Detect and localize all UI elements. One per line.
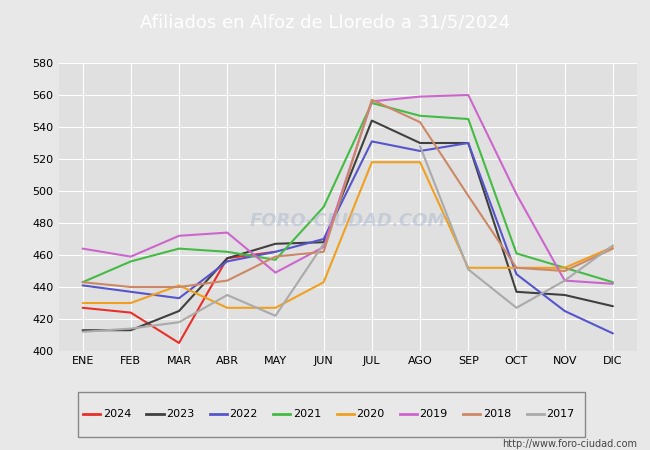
Text: 2024: 2024 (103, 409, 131, 419)
Text: 2017: 2017 (547, 409, 575, 419)
Text: 2023: 2023 (166, 409, 194, 419)
Text: 2019: 2019 (420, 409, 448, 419)
Text: http://www.foro-ciudad.com: http://www.foro-ciudad.com (502, 439, 637, 449)
Text: Afiliados en Alfoz de Lloredo a 31/5/2024: Afiliados en Alfoz de Lloredo a 31/5/202… (140, 14, 510, 32)
Text: 2020: 2020 (356, 409, 384, 419)
Text: 2018: 2018 (483, 409, 511, 419)
Text: 2021: 2021 (293, 409, 321, 419)
Text: 2022: 2022 (229, 409, 258, 419)
Text: FORO-CIUDAD.COM: FORO-CIUDAD.COM (250, 212, 446, 230)
